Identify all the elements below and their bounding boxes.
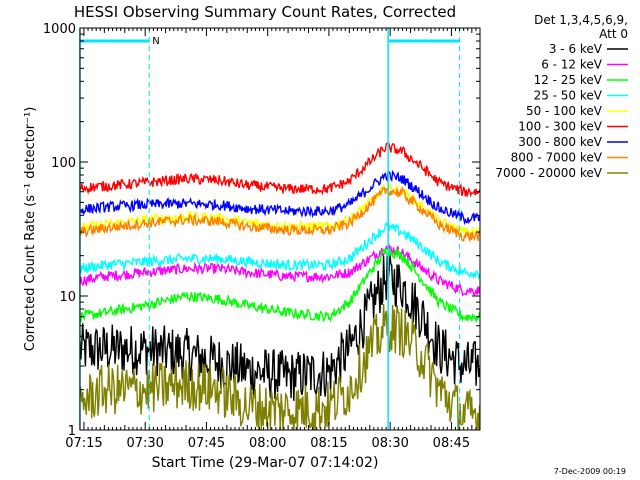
x-tick-label: 08:30 <box>371 436 408 451</box>
legend-label-6: 300 - 800 keV <box>518 135 602 149</box>
x-tick-label: 08:15 <box>310 436 347 451</box>
series-7 <box>79 186 481 243</box>
series-1 <box>79 243 481 297</box>
series-line-6 <box>79 169 481 226</box>
x-axis-label: Start Time (29-Mar-07 07:14:02) <box>152 455 379 471</box>
series-line-1 <box>79 243 481 297</box>
legend-label-3: 25 - 50 keV <box>534 89 603 103</box>
legend-label-4: 50 - 100 keV <box>526 104 603 118</box>
chart-title: HESSI Observing Summary Count Rates, Cor… <box>74 3 456 21</box>
series-line-7 <box>79 186 481 243</box>
legend-label-2: 12 - 25 keV <box>534 73 603 87</box>
y-tick-label: 100 <box>51 156 76 171</box>
x-axis: 07:15 07:30 07:45 08:00 08:15 08:30 08:45 <box>65 28 477 451</box>
series-line-2 <box>79 247 481 324</box>
x-tick-label: 08:00 <box>249 436 286 451</box>
series-line-8 <box>79 303 481 431</box>
series-6 <box>79 169 481 226</box>
legend-label-5: 100 - 300 keV <box>518 120 602 134</box>
y-tick-label: 1000 <box>43 22 76 37</box>
annotation-0: N <box>152 36 159 47</box>
series-3 <box>79 221 481 281</box>
y-axis: 1 10 100 1000 <box>43 22 480 439</box>
series-2 <box>79 247 481 324</box>
legend-label-8: 7000 - 20000 keV <box>495 166 602 180</box>
y-axis-label: Corrected Count Rate (s⁻¹ detector⁻¹) <box>23 107 38 352</box>
legend-label-1: 6 - 12 keV <box>541 58 603 72</box>
legend-label-7: 800 - 7000 keV <box>511 151 603 165</box>
series-line-0 <box>79 253 481 401</box>
x-tick-label: 07:15 <box>65 436 102 451</box>
x-tick-label: 08:45 <box>433 436 470 451</box>
legend-header-line-1: Det 1,3,4,5,6,9, <box>534 13 628 27</box>
series-8 <box>79 303 481 431</box>
legend-label-0: 3 - 6 keV <box>549 42 603 56</box>
series-line-3 <box>79 221 481 281</box>
x-tick-label: 07:45 <box>188 436 225 451</box>
date-stamp: 7-Dec-2009 00:19 <box>554 467 626 476</box>
legend: Det 1,3,4,5,6,9, Att 0 3 - 6 keV 6 - 12 k… <box>495 13 628 180</box>
series-0 <box>79 253 481 401</box>
y-tick-label: 1 <box>68 424 76 439</box>
legend-header-line-2: Att 0 <box>599 27 628 41</box>
y-tick-label: 10 <box>59 290 76 305</box>
x-tick-label: 07:30 <box>126 436 163 451</box>
series-line-5 <box>79 141 481 199</box>
series-5 <box>79 141 481 199</box>
